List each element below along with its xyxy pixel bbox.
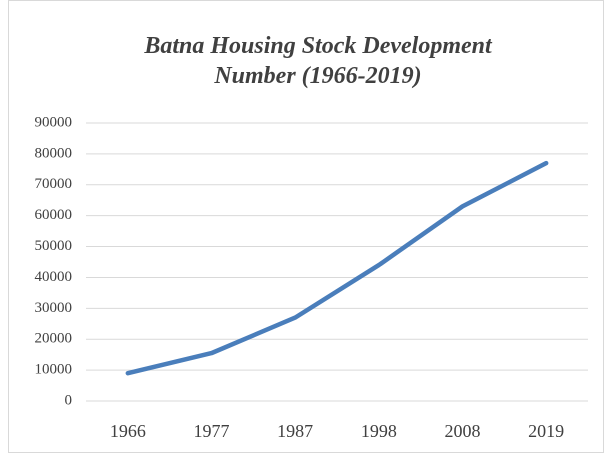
y-tick-label: 30000 — [35, 300, 73, 316]
y-tick-label: 60000 — [35, 207, 73, 223]
y-tick-label: 70000 — [35, 176, 73, 192]
y-tick-label: 50000 — [35, 238, 73, 254]
y-tick-label: 0 — [65, 392, 73, 408]
x-tick-label: 1998 — [361, 421, 397, 441]
x-tick-label: 2019 — [528, 421, 564, 441]
y-tick-label: 90000 — [35, 114, 73, 130]
x-tick-label: 1977 — [194, 421, 230, 441]
y-tick-label: 10000 — [35, 362, 73, 378]
x-tick-label: 1987 — [277, 421, 313, 441]
chart-title: Batna Housing Stock Development Number (… — [144, 33, 492, 89]
y-tick-label: 80000 — [35, 145, 73, 161]
y-tick-label: 40000 — [35, 269, 73, 285]
x-tick-label: 1966 — [110, 421, 146, 441]
data-line — [125, 160, 549, 376]
x-tick-label: 2008 — [445, 421, 481, 441]
y-tick-label: 20000 — [35, 331, 73, 347]
